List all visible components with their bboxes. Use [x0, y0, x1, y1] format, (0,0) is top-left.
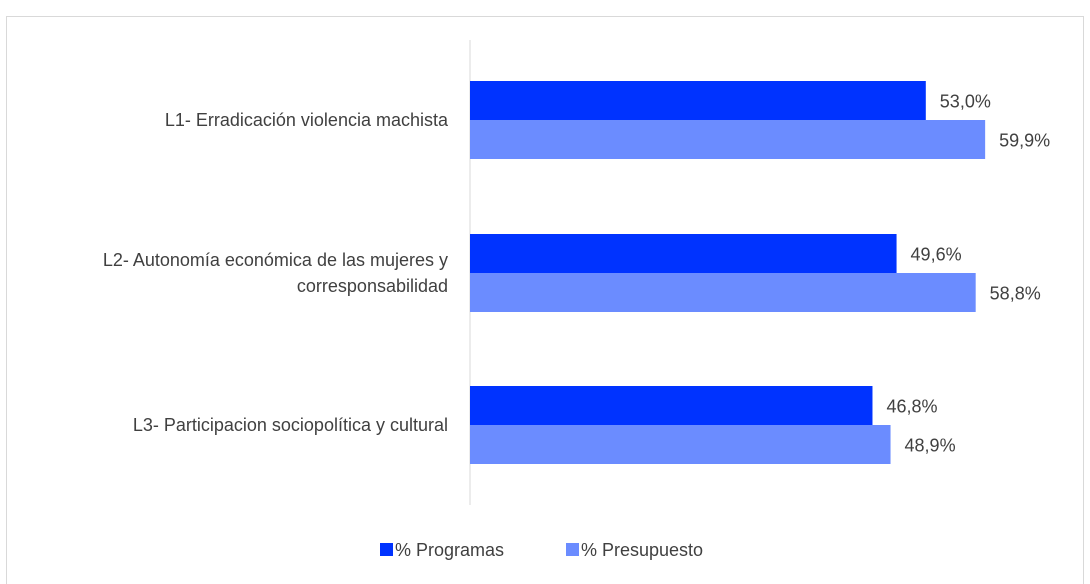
- category-label: L2- Autonomía económica de las mujeres y…: [103, 250, 448, 296]
- data-label: 58,8%: [990, 284, 1041, 304]
- legend-label: % Presupuesto: [581, 540, 703, 560]
- data-label: 48,9%: [905, 436, 956, 456]
- data-label: 53,0%: [940, 92, 991, 112]
- category-label: L3- Participacion sociopolítica y cultur…: [133, 415, 448, 435]
- data-label: 46,8%: [886, 397, 937, 417]
- bar: [470, 386, 873, 425]
- legend-label: % Programas: [395, 540, 504, 560]
- legend-swatch: [566, 543, 579, 556]
- data-label: 49,6%: [911, 245, 962, 265]
- bar: [470, 273, 976, 312]
- data-label: 59,9%: [999, 131, 1050, 151]
- bar: [470, 120, 986, 159]
- category-label: L1- Erradicación violencia machista: [165, 110, 449, 130]
- bar: [470, 81, 926, 120]
- legend-swatch: [380, 543, 393, 556]
- bar: [470, 234, 897, 273]
- bar: [470, 425, 891, 464]
